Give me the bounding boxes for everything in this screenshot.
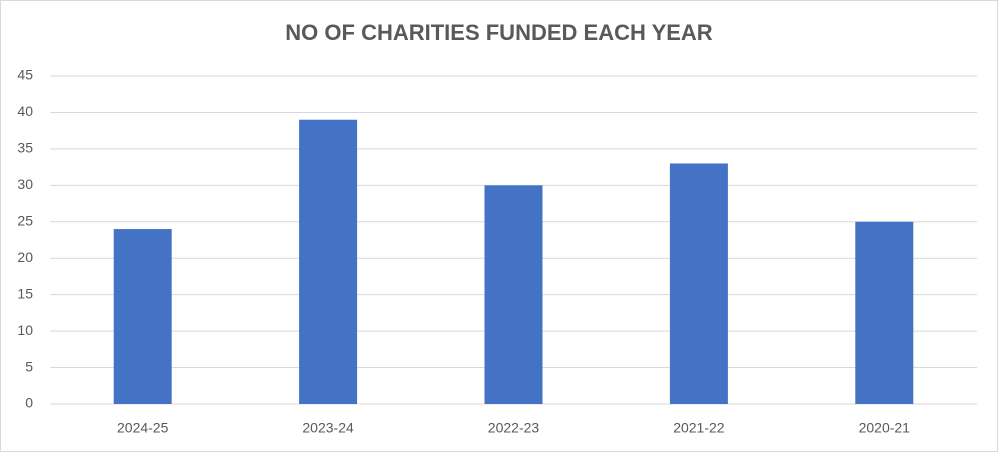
bar [113, 229, 172, 404]
y-tick-label: 25 [17, 212, 33, 228]
y-tick-label: 10 [17, 322, 33, 338]
bar [484, 185, 543, 404]
x-tick-label: 2024-25 [117, 420, 169, 436]
y-tick-label: 40 [17, 103, 33, 119]
y-tick-label: 30 [17, 176, 33, 192]
bar [299, 119, 358, 404]
y-tick-label: 45 [17, 67, 33, 83]
y-tick-label: 20 [17, 249, 33, 265]
chart-title: NO OF CHARITIES FUNDED EACH YEAR [285, 20, 713, 45]
y-tick-label: 0 [25, 395, 33, 411]
x-tick-label: 2021-22 [673, 420, 725, 436]
y-tick-label: 15 [17, 285, 33, 301]
x-tick-label: 2022-23 [488, 420, 540, 436]
x-tick-label: 2023-24 [302, 420, 354, 436]
x-tick-label: 2020-21 [859, 420, 911, 436]
bar [669, 163, 728, 404]
y-tick-label: 5 [25, 358, 33, 374]
bar [855, 221, 914, 404]
y-tick-label: 35 [17, 140, 33, 156]
